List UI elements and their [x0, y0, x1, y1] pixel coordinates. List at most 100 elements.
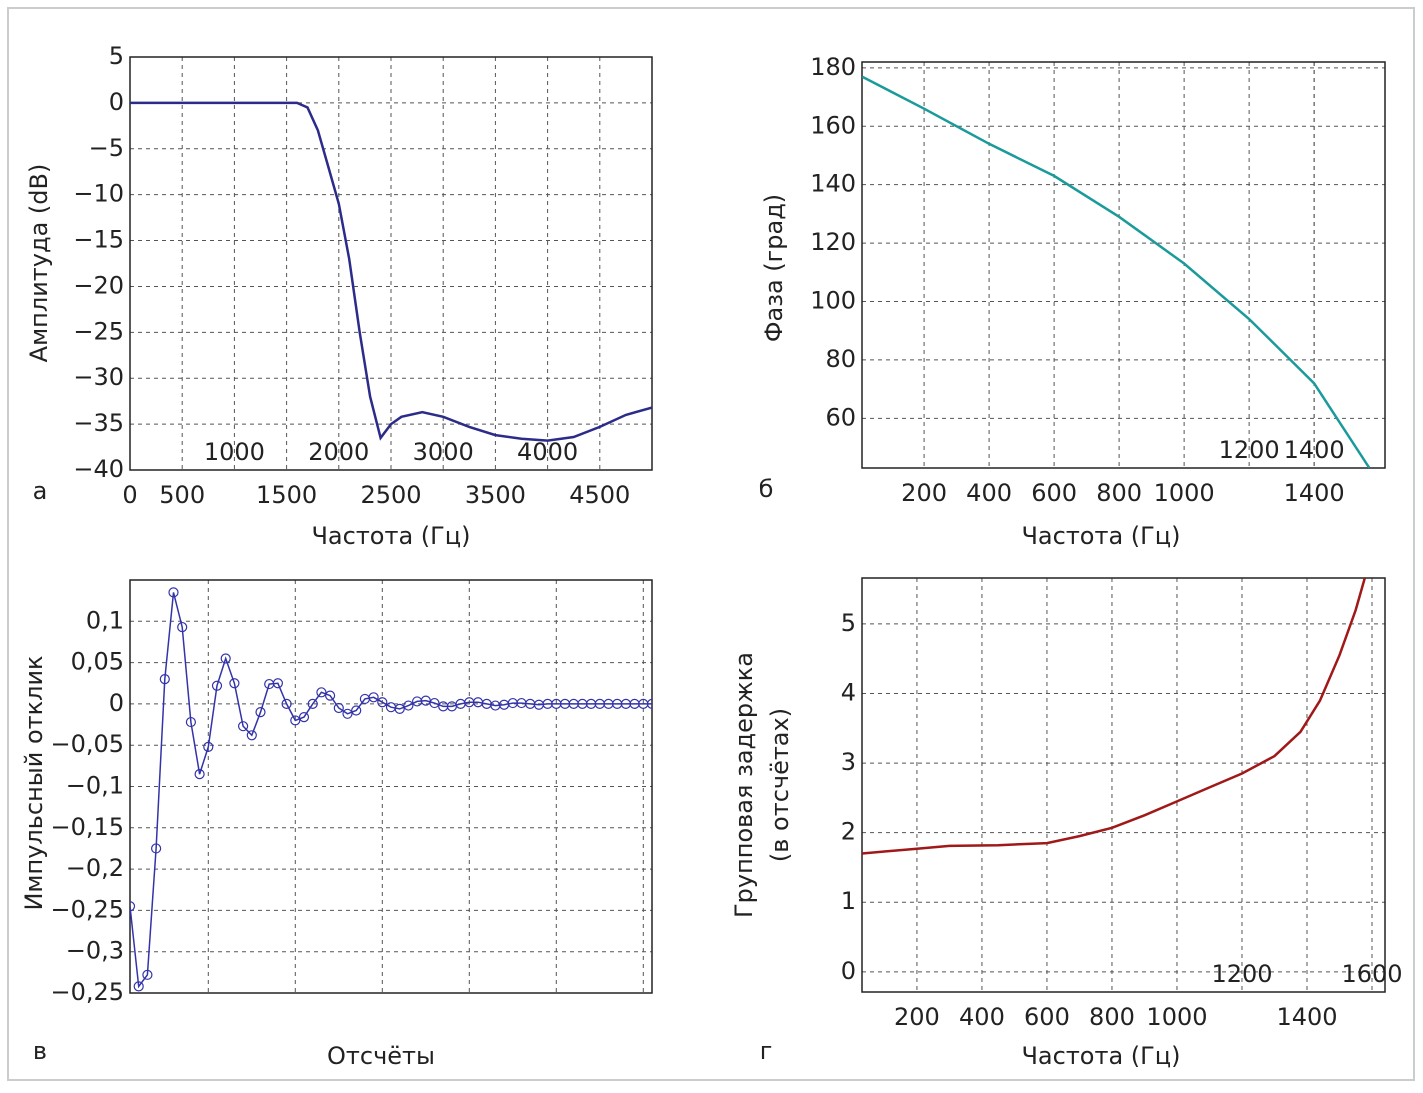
y-tick-label: −30 — [73, 363, 124, 391]
marker — [298, 712, 310, 723]
y-tick-label: 2 — [841, 818, 856, 846]
marker — [133, 981, 144, 992]
y-tick-label: 60 — [825, 403, 856, 431]
x-tick-label: 4500 — [569, 481, 630, 509]
y-axis-label: (в отсчётах) — [766, 708, 794, 862]
marker — [342, 708, 353, 719]
panel-letter: б — [759, 475, 774, 503]
x-tick-label-inner: 1600 — [1341, 960, 1402, 988]
y-axis-label: Импульсный отклик — [20, 655, 48, 910]
y-axis-label: Групповая задержка — [730, 652, 758, 918]
marker — [130, 901, 136, 912]
marker — [394, 703, 405, 714]
x-tick-label: 500 — [159, 481, 205, 509]
y-tick-label: 140 — [810, 170, 856, 198]
y-tick-label: −0,15 — [50, 813, 124, 841]
axes-box — [861, 61, 1386, 469]
x-tick-label: 800 — [1089, 1003, 1135, 1031]
marker — [316, 687, 327, 698]
y-tick-label: −0,25 — [50, 978, 124, 1006]
x-tick-label: 600 — [1031, 479, 1077, 507]
y-tick-label: −0,25 — [50, 895, 124, 923]
y-axis-label: Амплитуда (dB) — [25, 164, 53, 363]
panel-letter: г — [760, 1037, 773, 1065]
x-tick-label: 2500 — [360, 481, 421, 509]
panel-letter: а — [33, 477, 48, 505]
y-tick-label: 160 — [810, 111, 856, 139]
x-axis-label: Частота (Гц) — [1021, 522, 1180, 550]
axes-box — [129, 579, 653, 994]
y-tick-label: −25 — [73, 317, 124, 345]
y-tick-label: 3 — [841, 748, 856, 776]
y-tick-label: 120 — [810, 228, 856, 256]
y-tick-label: 180 — [810, 53, 856, 81]
marker — [307, 698, 318, 710]
y-tick-label: 1 — [841, 887, 856, 915]
x-tick-label: 1400 — [1276, 1003, 1337, 1031]
x-axis-label: Частота (Гц) — [311, 522, 470, 550]
y-axis-label: Фаза (град) — [760, 194, 788, 342]
y-tick-label: 80 — [825, 345, 856, 373]
plot-area — [862, 62, 1385, 468]
marker — [281, 698, 292, 710]
y-tick-label: 0 — [109, 88, 124, 116]
plot-area — [130, 57, 652, 470]
x-tick-label-inner: 1400 — [1284, 436, 1345, 464]
y-tick-label: 5 — [841, 609, 856, 637]
x-tick-label: 1000 — [1146, 1003, 1207, 1031]
marker — [177, 621, 188, 633]
y-tick-label: −0,05 — [50, 730, 124, 758]
x-tick-label: 800 — [1096, 479, 1142, 507]
marker — [255, 707, 266, 718]
marker — [333, 702, 344, 714]
marker — [246, 730, 257, 741]
marker — [646, 698, 652, 709]
marker — [351, 705, 362, 716]
marker — [194, 769, 205, 780]
x-tick-label: 1400 — [1284, 479, 1345, 507]
marker — [168, 587, 179, 598]
x-axis-label: Частота (Гц) — [1021, 1042, 1180, 1070]
marker — [185, 716, 196, 728]
x-tick-label: 1000 — [1154, 479, 1215, 507]
x-tick-label: 200 — [901, 479, 947, 507]
x-tick-label-inner: 1200 — [1219, 436, 1280, 464]
marker — [429, 697, 440, 709]
marker — [368, 692, 379, 703]
y-tick-label: 0 — [109, 689, 124, 717]
marker — [403, 700, 414, 711]
series-line — [130, 592, 652, 989]
marker — [229, 678, 240, 689]
series-line — [862, 578, 1367, 855]
x-tick-label: 600 — [1024, 1003, 1070, 1031]
marker — [220, 653, 231, 664]
plot-area — [862, 578, 1385, 992]
x-tick-label: 200 — [894, 1003, 940, 1031]
series-line — [862, 75, 1371, 468]
x-axis-label: Отсчёты — [327, 1042, 435, 1070]
panel-letter: в — [33, 1037, 47, 1065]
y-tick-label: 100 — [810, 287, 856, 315]
y-tick-label: −0,2 — [66, 854, 124, 882]
marker — [203, 741, 214, 752]
marker — [142, 969, 153, 980]
x-tick-label: 400 — [966, 479, 1012, 507]
marker — [290, 715, 301, 726]
y-tick-label: −35 — [73, 409, 124, 437]
x-tick-label-inner: 4000 — [517, 438, 578, 466]
y-tick-label: −10 — [73, 180, 124, 208]
y-tick-label: −5 — [89, 134, 124, 162]
x-tick-label-inner: 1200 — [1211, 960, 1272, 988]
marker — [272, 678, 283, 689]
x-tick-label: 0 — [122, 481, 137, 509]
marker — [211, 680, 223, 691]
y-tick-label: 0,1 — [86, 606, 124, 634]
y-tick-label: 4 — [841, 679, 856, 707]
marker — [325, 690, 336, 701]
x-tick-label: 3500 — [465, 481, 526, 509]
y-tick-label: −15 — [73, 226, 124, 254]
x-tick-label-inner: 2000 — [308, 438, 369, 466]
axes-box — [129, 56, 653, 471]
y-tick-label: 0 — [841, 957, 856, 985]
